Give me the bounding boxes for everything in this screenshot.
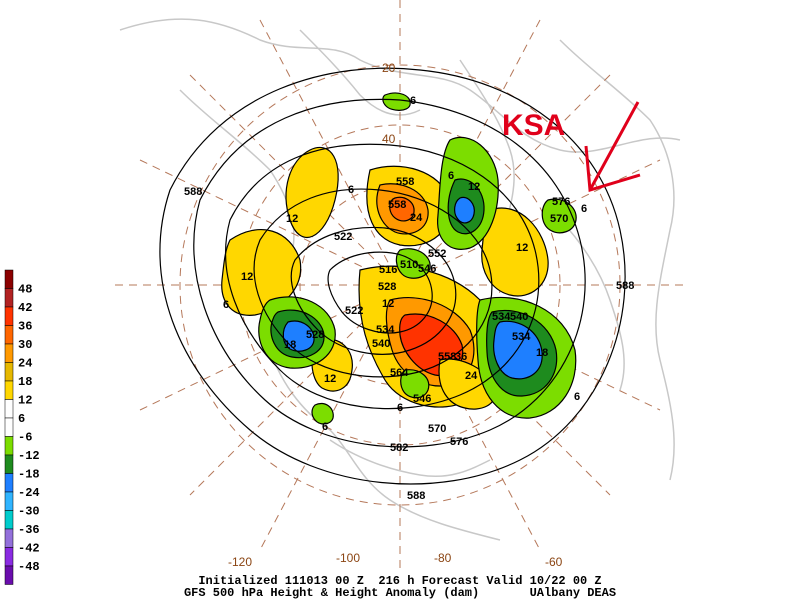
height-label: 552 xyxy=(428,248,446,260)
anomaly-label: 12 xyxy=(241,271,253,283)
legend-swatch xyxy=(4,510,14,530)
arrow-head-icon xyxy=(584,145,641,192)
legend-swatch xyxy=(4,288,14,308)
anomaly-label: 12 xyxy=(324,373,336,385)
legend-swatch xyxy=(4,362,14,382)
anomaly-label: 12 xyxy=(468,181,480,193)
anomaly-label: 6 xyxy=(348,184,354,196)
height-label: 570 xyxy=(428,423,446,435)
lon-label-120: -120 xyxy=(228,555,252,569)
height-label: 558 xyxy=(388,199,406,211)
longitude-labels: -120 -100 -80 -60 xyxy=(228,551,563,569)
ksa-label: KSA xyxy=(502,109,565,142)
height-label: 588 xyxy=(407,490,425,502)
height-label: 528 xyxy=(306,329,324,341)
height-label: 546 xyxy=(418,263,436,275)
anomaly-label: 36 xyxy=(455,351,467,363)
arrow-icon xyxy=(588,101,640,191)
height-label: 540 xyxy=(510,311,528,323)
lat-label-40: 40 xyxy=(382,132,396,146)
anomaly-label: 6 xyxy=(448,170,454,182)
ksa-annotation: KSA xyxy=(502,101,641,192)
lat-label-20: 20 xyxy=(382,61,396,75)
legend-swatch xyxy=(4,325,14,345)
legend-swatch xyxy=(4,436,14,456)
anomaly-label: 24 xyxy=(410,212,423,224)
lon-label-100: -100 xyxy=(336,551,360,565)
height-contours xyxy=(159,67,626,485)
height-contour-labels: 588 576 570 588 522 516 510 528 522 534 … xyxy=(184,176,634,502)
legend-swatch xyxy=(4,547,14,567)
anomaly-label: 6 xyxy=(574,391,580,403)
legend-tick-label: -24 xyxy=(18,486,40,500)
latitude-labels: 20 40 xyxy=(382,61,396,146)
anomaly-label: 6 xyxy=(397,402,403,414)
legend-swatch xyxy=(4,380,14,400)
lon-label-60: -60 xyxy=(545,555,563,569)
height-label: 534 xyxy=(512,331,531,343)
legend-tick-label: 6 xyxy=(18,412,25,426)
legend-swatch xyxy=(4,528,14,548)
height-label: 546 xyxy=(413,393,431,405)
height-label: 522 xyxy=(345,305,363,317)
legend-tick-label: 42 xyxy=(18,301,32,315)
height-label: 582 xyxy=(390,442,408,454)
height-label: 564 xyxy=(390,367,409,379)
height-label: 576 xyxy=(450,436,468,448)
legend-swatch xyxy=(4,306,14,326)
legend-swatch xyxy=(4,491,14,511)
height-label: 540 xyxy=(372,338,390,350)
legend-tick-label: 48 xyxy=(18,283,32,297)
legend-tick-label: 18 xyxy=(18,375,32,389)
legend-tick-label: -6 xyxy=(18,431,32,445)
footer-title-line1: Initialized 111013 00 Z 216 h Forecast V… xyxy=(198,574,602,588)
anomaly-label: 6 xyxy=(410,95,416,107)
anomaly-label: 6 xyxy=(322,421,328,433)
legend-swatch xyxy=(4,343,14,363)
anomaly-label: 6 xyxy=(581,203,587,215)
footer-title-line2: GFS 500 hPa Height & Height Anomaly (dam… xyxy=(183,586,617,600)
anomaly-label: 12 xyxy=(516,242,528,254)
height-label: 576 xyxy=(552,196,570,208)
height-label: 588 xyxy=(616,280,634,292)
anomaly-labels: 6 6 6 12 12 12 12 12 12 18 18 24 24 36 6… xyxy=(223,95,587,433)
legend-tick-label: 30 xyxy=(18,338,32,352)
legend-swatch xyxy=(4,473,14,493)
legend-swatch xyxy=(4,454,14,474)
anomaly-label: 12 xyxy=(286,213,298,225)
legend-swatch xyxy=(4,269,14,289)
legend-swatch xyxy=(4,565,14,585)
legend-tick-label: 12 xyxy=(18,394,32,408)
height-label: 534 xyxy=(376,324,395,336)
anomaly-legend: 48 42 36 30 24 18 12 6 -6 -12 -18 -24 -30 -36 -42 -48 xyxy=(4,269,40,585)
height-label: 558 xyxy=(396,176,414,188)
height-label: 522 xyxy=(334,231,352,243)
anomaly-label: 18 xyxy=(536,347,548,359)
legend-tick-label: 36 xyxy=(18,320,32,334)
height-label: 588 xyxy=(184,186,202,198)
legend-tick-label: -18 xyxy=(18,468,40,482)
height-label: 558 xyxy=(438,351,456,363)
legend-tick-label: -30 xyxy=(18,505,40,519)
height-label: 534 xyxy=(492,311,511,323)
anomaly-label: 18 xyxy=(284,339,296,351)
legend-tick-label: -12 xyxy=(18,449,40,463)
legend-swatch xyxy=(4,399,14,419)
height-label: 528 xyxy=(378,281,396,293)
height-label: 510 xyxy=(400,259,418,271)
legend-swatch xyxy=(4,417,14,437)
legend-tick-label: -48 xyxy=(18,560,40,574)
lon-label-80: -80 xyxy=(434,551,452,565)
height-label: 570 xyxy=(550,213,568,225)
anomaly-label: 24 xyxy=(465,370,478,382)
height-label: 516 xyxy=(379,264,397,276)
anomaly-label: 6 xyxy=(223,299,229,311)
anomaly-label: 12 xyxy=(382,298,394,310)
anomaly-fills xyxy=(221,92,577,425)
legend-tick-label: -42 xyxy=(18,542,40,556)
legend-tick-label: 24 xyxy=(18,357,32,371)
legend-tick-label: -36 xyxy=(18,523,40,537)
